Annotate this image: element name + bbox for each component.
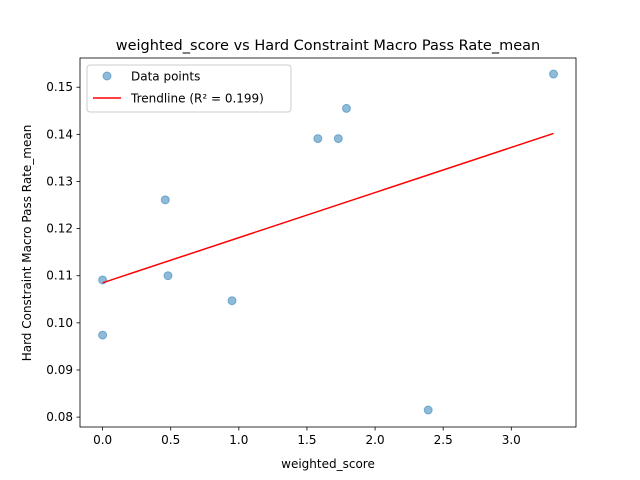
y-tick-label: 0.12 <box>46 222 73 236</box>
y-tick-label: 0.08 <box>46 410 73 424</box>
y-axis-label: Hard Constraint Macro Pass Rate_mean <box>20 125 34 362</box>
y-tick-label: 0.14 <box>46 127 73 141</box>
legend-marker-scatter <box>102 71 112 81</box>
data-point <box>549 69 559 79</box>
data-point <box>333 134 343 144</box>
y-tick-label: 0.15 <box>46 80 73 94</box>
trendline <box>102 132 554 284</box>
legend-label: Trendline (R² = 0.199) <box>130 92 264 106</box>
legend-box <box>86 64 292 113</box>
y-tick-label: 0.11 <box>46 269 73 283</box>
data-point <box>160 195 170 205</box>
x-tick-label: 1.5 <box>297 433 316 447</box>
legend: Data points Trendline (R² = 0.199) <box>86 64 292 113</box>
x-axis-label: weighted_score <box>281 457 375 471</box>
data-point <box>227 296 237 306</box>
y-tick-label: 0.10 <box>46 316 73 330</box>
plot-frame <box>79 57 577 428</box>
plot-marks <box>98 69 559 415</box>
y-tick-label: 0.09 <box>46 363 73 377</box>
legend-label: Data points <box>131 70 200 84</box>
x-tick-label: 2.0 <box>366 433 385 447</box>
x-tick-label: 2.5 <box>434 433 453 447</box>
y-tick-label: 0.13 <box>46 174 73 188</box>
data-point <box>423 405 433 415</box>
data-point <box>341 103 351 113</box>
x-tick-label: 3.0 <box>502 433 521 447</box>
data-point <box>163 271 173 281</box>
x-tick-label: 1.0 <box>229 433 248 447</box>
x-tick-label: 0.0 <box>93 433 112 447</box>
data-point <box>98 330 108 340</box>
axes: 0.0 0.5 1.0 1.5 2.0 2.5 3.0 0.08 0.09 0.10 0.11 0.1… <box>46 57 577 447</box>
x-tick-label: 0.5 <box>161 433 180 447</box>
chart-title: weighted_score vs Hard Constraint Macro … <box>116 38 540 54</box>
data-point <box>313 134 323 144</box>
